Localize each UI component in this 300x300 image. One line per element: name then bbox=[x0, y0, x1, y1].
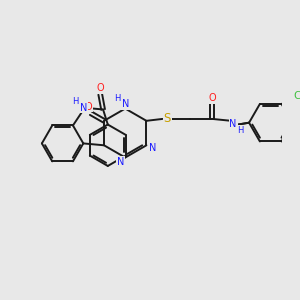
Text: H: H bbox=[115, 94, 121, 103]
Text: N: N bbox=[230, 118, 237, 129]
Text: N: N bbox=[117, 157, 124, 167]
Text: N: N bbox=[80, 103, 87, 112]
Text: Cl: Cl bbox=[293, 92, 300, 101]
Text: S: S bbox=[164, 112, 171, 125]
Text: O: O bbox=[84, 102, 92, 112]
Text: O: O bbox=[96, 83, 104, 93]
Text: O: O bbox=[208, 93, 216, 103]
Text: N: N bbox=[149, 143, 157, 153]
Text: N: N bbox=[122, 99, 129, 109]
Text: H: H bbox=[73, 98, 79, 106]
Text: H: H bbox=[237, 126, 244, 135]
